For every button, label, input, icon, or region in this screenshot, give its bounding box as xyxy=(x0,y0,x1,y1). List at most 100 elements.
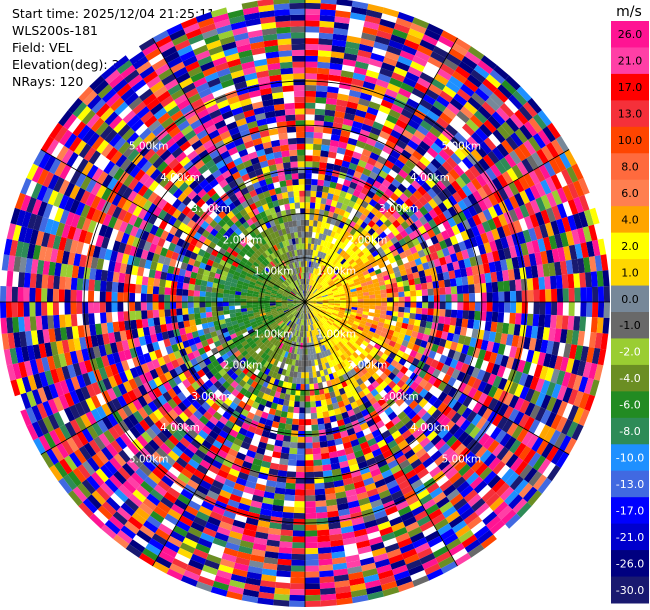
velocity-cell xyxy=(335,183,344,191)
velocity-cell xyxy=(402,516,417,527)
velocity-cell xyxy=(331,551,346,559)
velocity-cell xyxy=(401,415,411,426)
velocity-cell xyxy=(333,408,342,416)
velocity-cell xyxy=(470,69,486,84)
velocity-cell xyxy=(289,394,296,402)
velocity-cell xyxy=(321,405,329,413)
velocity-cell xyxy=(292,418,299,425)
velocity-cell xyxy=(498,291,505,302)
velocity-cell xyxy=(472,214,482,226)
velocity-cell xyxy=(392,219,401,229)
velocity-cell xyxy=(384,319,392,325)
velocity-cell xyxy=(423,477,436,489)
velocity-cell xyxy=(223,310,230,315)
velocity-cell xyxy=(362,328,370,334)
velocity-cell xyxy=(290,565,305,572)
velocity-cell xyxy=(316,295,322,299)
velocity-cell xyxy=(519,386,530,400)
velocity-cell xyxy=(350,438,360,447)
velocity-cell xyxy=(406,495,420,506)
velocity-cell xyxy=(164,287,171,295)
velocity-cell xyxy=(357,134,369,144)
velocity-cell xyxy=(305,302,311,303)
velocity-cell xyxy=(321,317,327,323)
velocity-cell xyxy=(261,568,277,577)
velocity-cell xyxy=(322,316,328,322)
velocity-cell xyxy=(309,202,316,209)
velocity-cell xyxy=(294,336,298,343)
velocity-cell xyxy=(329,205,336,213)
velocity-cell xyxy=(323,387,330,394)
velocity-cell xyxy=(348,258,356,266)
velocity-cell xyxy=(300,337,304,343)
velocity-cell xyxy=(370,388,379,397)
velocity-cell xyxy=(335,10,351,19)
velocity-cell xyxy=(357,346,365,353)
velocity-cell xyxy=(464,422,476,435)
velocity-cell xyxy=(505,334,514,346)
velocity-cell xyxy=(146,310,154,319)
velocity-cell xyxy=(382,393,392,403)
velocity-cell xyxy=(176,314,184,323)
velocity-cell xyxy=(370,52,385,63)
velocity-cell xyxy=(329,415,337,423)
velocity-cell xyxy=(398,302,405,308)
velocity-cell xyxy=(320,3,337,11)
velocity-cell xyxy=(307,249,311,256)
velocity-cell xyxy=(318,278,324,284)
velocity-cell xyxy=(336,99,348,107)
velocity-cell xyxy=(311,287,317,293)
velocity-cell xyxy=(317,61,331,69)
velocity-cell xyxy=(305,208,310,215)
velocity-cell xyxy=(303,331,305,338)
velocity-cell xyxy=(305,354,309,361)
velocity-cell xyxy=(375,376,384,385)
velocity-cell xyxy=(187,302,194,309)
velocity-cell xyxy=(414,375,424,385)
velocity-cell xyxy=(341,531,355,540)
velocity-cell xyxy=(321,292,327,296)
velocity-cell xyxy=(357,260,364,267)
velocity-cell xyxy=(548,158,562,175)
velocity-cell xyxy=(394,271,402,278)
velocity-cell xyxy=(333,188,342,196)
velocity-cell xyxy=(306,325,309,332)
velocity-cell xyxy=(305,583,320,590)
velocity-cell xyxy=(540,379,551,395)
velocity-cell xyxy=(205,291,212,298)
velocity-cell xyxy=(329,139,340,148)
velocity-cell xyxy=(308,306,312,312)
velocity-cell xyxy=(404,302,411,308)
velocity-cell xyxy=(330,134,341,142)
velocity-cell xyxy=(290,436,298,443)
velocity-cell xyxy=(364,15,381,25)
velocity-cell xyxy=(338,341,345,348)
velocity-cell xyxy=(518,445,532,461)
velocity-cell xyxy=(317,547,332,554)
velocity-cell xyxy=(442,384,453,395)
velocity-cell xyxy=(400,149,412,160)
velocity-cell xyxy=(261,574,277,582)
velocity-cell xyxy=(401,429,412,440)
velocity-cell xyxy=(316,226,321,234)
velocity-cell xyxy=(318,209,325,216)
velocity-cell xyxy=(371,380,380,389)
velocity-cell xyxy=(377,73,392,83)
velocity-cell xyxy=(438,443,451,455)
velocity-cell xyxy=(279,416,287,424)
velocity-cell xyxy=(501,509,517,525)
velocity-cell xyxy=(182,308,189,315)
velocity-cell xyxy=(294,489,305,496)
velocity-cell xyxy=(312,323,316,330)
velocity-cell xyxy=(450,439,462,452)
velocity-cell xyxy=(321,306,328,310)
velocity-cell xyxy=(555,416,568,433)
velocity-cell xyxy=(580,302,587,317)
velocity-cell xyxy=(281,523,294,531)
velocity-cell xyxy=(339,430,349,438)
velocity-cell xyxy=(362,308,370,313)
velocity-cell xyxy=(302,319,305,326)
velocity-cell xyxy=(441,405,453,417)
velocity-cell xyxy=(449,98,464,111)
velocity-cell xyxy=(430,235,439,245)
